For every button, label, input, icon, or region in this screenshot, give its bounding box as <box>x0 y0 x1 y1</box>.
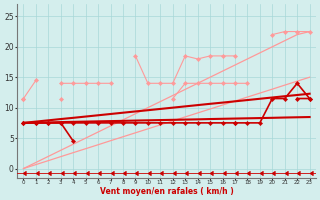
X-axis label: Vent moyen/en rafales ( km/h ): Vent moyen/en rafales ( km/h ) <box>100 187 233 196</box>
